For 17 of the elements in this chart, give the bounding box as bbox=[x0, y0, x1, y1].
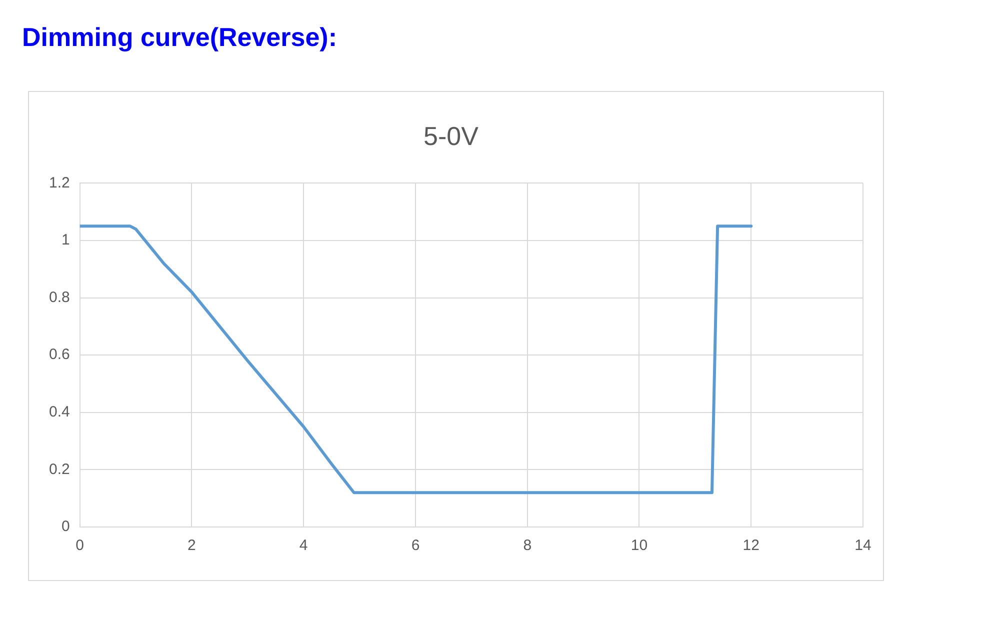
y-tick-label: 0.4 bbox=[48, 404, 70, 421]
x-tick-label: 2 bbox=[188, 537, 196, 554]
x-tick-label: 10 bbox=[630, 537, 648, 554]
y-tick-label: 0 bbox=[62, 518, 70, 536]
y-tick-label: 0.2 bbox=[48, 460, 70, 478]
y-tick-label: 1.2 bbox=[48, 174, 70, 192]
chart-subtitle: 5-0V bbox=[424, 120, 480, 151]
x-tick-label: 6 bbox=[411, 537, 420, 554]
y-tick-label: 1 bbox=[62, 232, 70, 249]
chart-title: Dimming curve(Reverse): bbox=[22, 22, 338, 53]
x-tick-label: 14 bbox=[854, 537, 872, 554]
x-tick-label: 8 bbox=[523, 537, 532, 554]
x-tick-label: 0 bbox=[76, 537, 84, 554]
x-tick-label: 4 bbox=[299, 537, 308, 554]
y-tick-label: 0.8 bbox=[48, 288, 70, 306]
x-tick-label: 12 bbox=[742, 537, 760, 554]
y-tick-label: 0.6 bbox=[48, 346, 70, 364]
